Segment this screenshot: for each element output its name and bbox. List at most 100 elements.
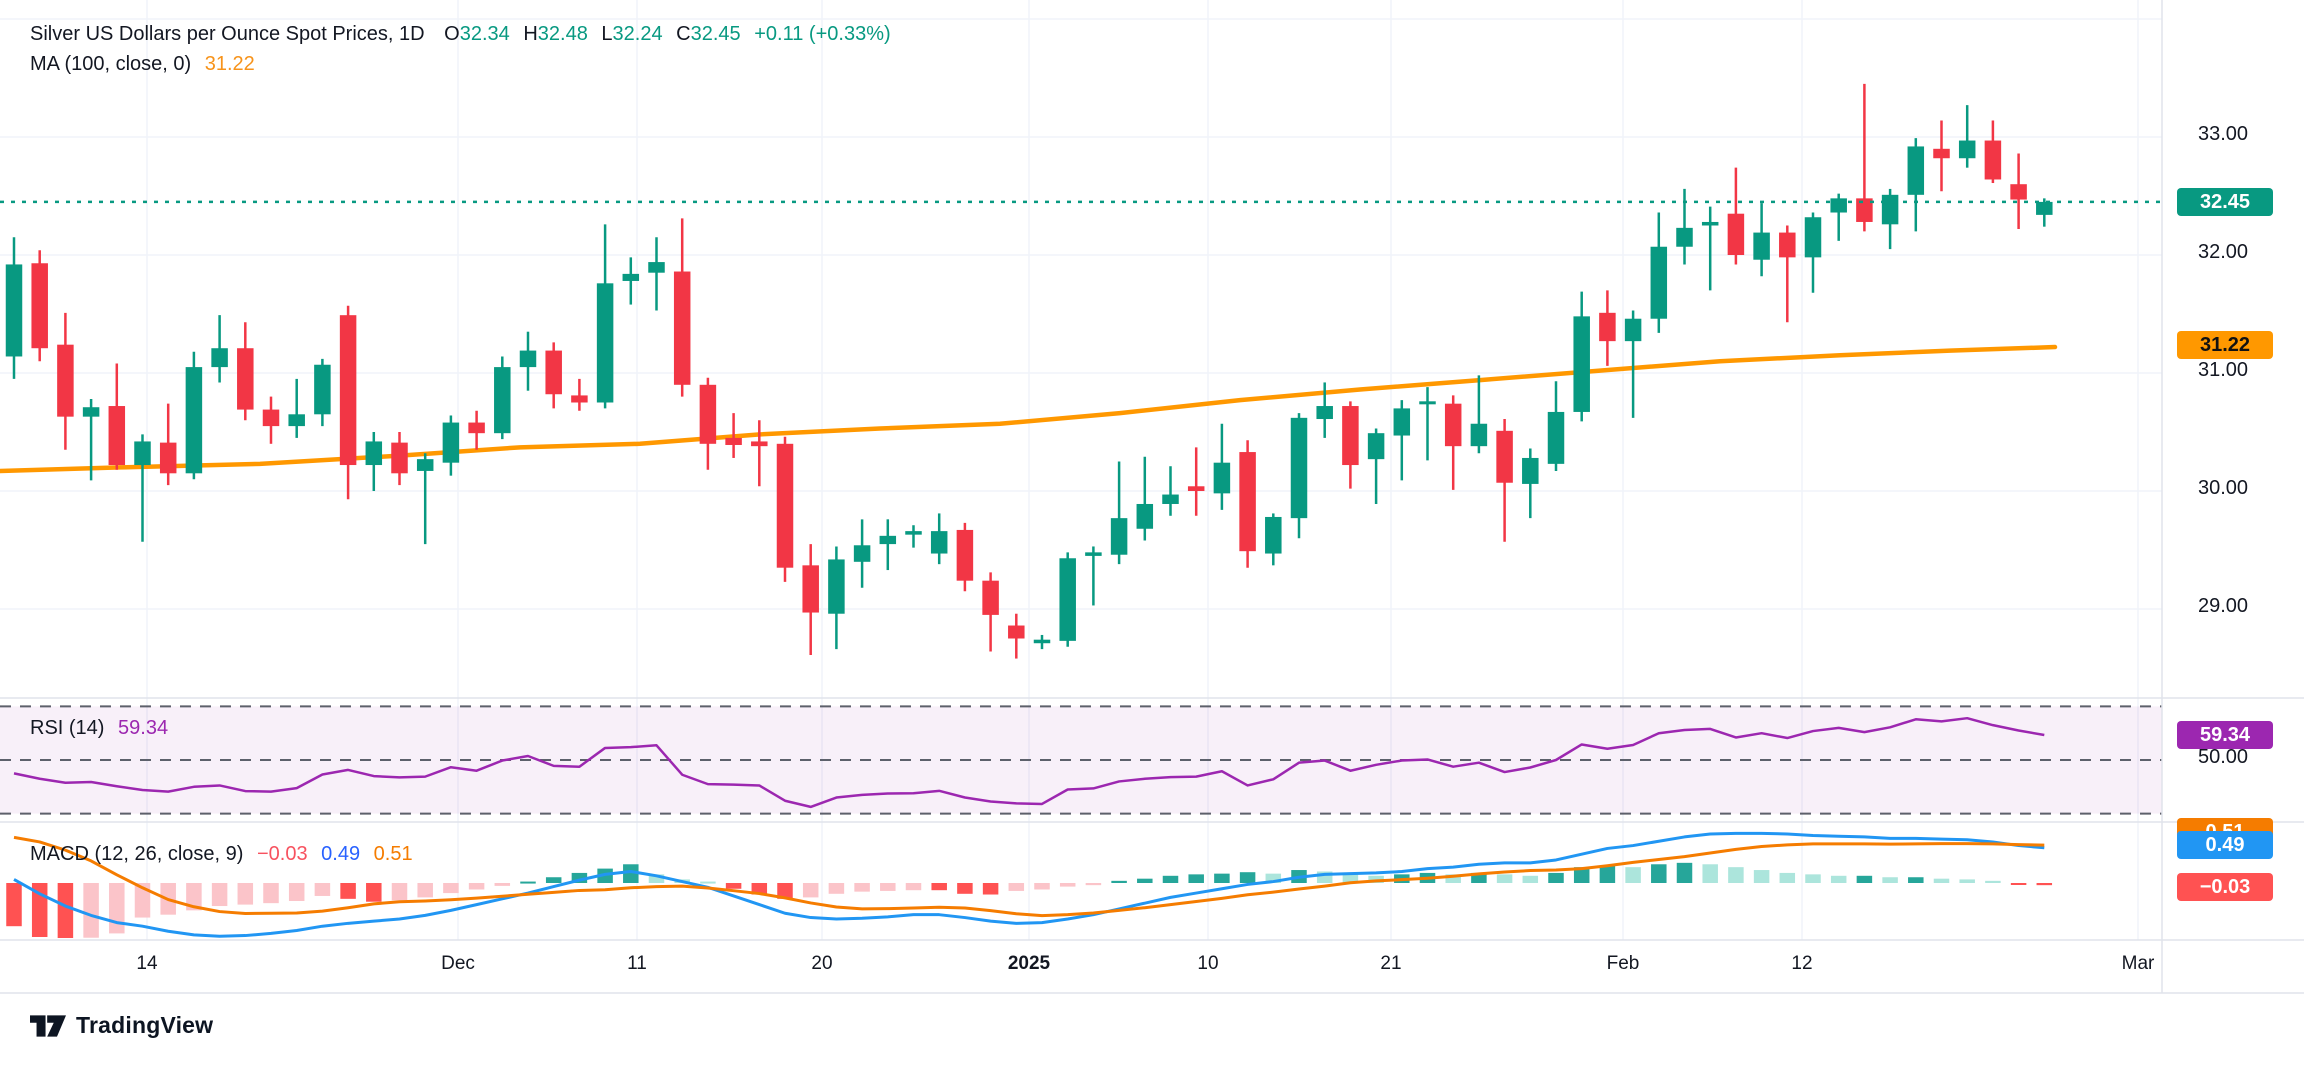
candle-body [82, 407, 100, 417]
candle-body [1830, 198, 1847, 213]
ma-100-line [0, 344, 2058, 474]
macd-hist-bar [1342, 874, 1359, 883]
macd-hist-bar [1753, 870, 1770, 883]
candle-body [185, 367, 203, 474]
candle-body [1290, 417, 1308, 519]
candle-body [828, 559, 845, 614]
candle-body [1701, 221, 1719, 226]
price-axis[interactable]: 33.00 32.00 31.00 30.00 29.00 50.00 32.45 31.22… [2163, 0, 2304, 993]
candle-body [468, 422, 485, 434]
change-value: +0.11 (+0.33%) [754, 23, 891, 45]
rsi-value: 59.34 [118, 717, 169, 739]
candle-body [1213, 462, 1231, 494]
time-axis[interactable]: 14 Dec 11 20 2025 10 21 Feb 12 Mar [0, 940, 2304, 993]
candle-body [1136, 503, 1154, 529]
candle-body [648, 262, 665, 273]
ohlc-low-value: 32.24 [612, 23, 663, 45]
macd-hist-bar [186, 883, 202, 911]
macd-hist-bar [443, 883, 459, 894]
macd-hist-bar [957, 883, 973, 894]
macd-hist-bar [211, 883, 228, 907]
candle-body [982, 580, 999, 615]
candle-body [1547, 411, 1565, 464]
candle-body [1265, 516, 1282, 554]
candle-body [1804, 217, 1822, 258]
candle-body [1187, 486, 1205, 491]
time-axis-label: Mar [2121, 953, 2155, 974]
macd-hist-bar [623, 864, 639, 883]
price-axis-badge: 31.22 [2177, 331, 2273, 359]
rsi-line [13, 716, 2045, 809]
macd-hist-bar [83, 883, 99, 938]
price-axis-label: 31.00 [2197, 359, 2249, 381]
candle-body [1316, 406, 1333, 420]
candle-body [314, 364, 331, 415]
macd-hist-bar [1265, 873, 1282, 883]
macd-hist-bar [1830, 875, 1847, 883]
time-axis-label: 12 [1791, 953, 1813, 974]
ohlc-high-value: 32.48 [537, 23, 588, 45]
tradingview-logo-link[interactable]: TradingView [30, 1012, 213, 1039]
macd-hist-bar [391, 883, 408, 901]
macd-hist-bar [777, 883, 793, 899]
macd-hist-bar [494, 883, 511, 886]
candle-body [1342, 406, 1359, 466]
candle-body [622, 273, 640, 281]
candle-body [1727, 213, 1745, 255]
macd-hist-bar [1008, 883, 1025, 891]
candle-body [1753, 232, 1770, 260]
candle-body [1110, 518, 1128, 555]
macd-hist-bar [648, 874, 665, 883]
candle-body [751, 441, 768, 447]
macd-hist-bar [1805, 874, 1821, 883]
candle-body [1033, 639, 1051, 644]
ohlc-close-label: C [676, 23, 691, 45]
time-axis-label: 11 [627, 953, 647, 974]
macd-hist-bar [1702, 864, 1718, 883]
macd-hist-bar [1496, 874, 1513, 883]
candle-body [725, 437, 742, 445]
macd-hist-bar [314, 883, 331, 896]
rsi-legend-row[interactable]: RSI (14) 59.34 [30, 714, 168, 742]
macd-hist-bar [263, 883, 279, 904]
candle-body [1599, 312, 1616, 342]
macd-hist-bar [931, 883, 947, 891]
candle-body [1676, 227, 1693, 247]
macd-hist-value: −0.03 [256, 843, 308, 865]
macd-hist-bar [1034, 883, 1050, 890]
candle-body [108, 406, 126, 466]
candle-body [237, 348, 254, 410]
macd-hist-bar [1214, 873, 1230, 883]
macd-hist-bar [1573, 867, 1590, 883]
macd-hist-bar [2036, 883, 2053, 886]
time-axis-label: 10 [1197, 953, 1219, 974]
candle-body [1393, 408, 1411, 436]
price-axis-label: 30.00 [2197, 477, 2249, 499]
price-axis-badge: −0.03 [2177, 873, 2273, 901]
macd-hist-bar [57, 883, 74, 938]
candle-body [1470, 423, 1488, 447]
candle-body [571, 395, 588, 403]
macd-hist-bar [854, 883, 870, 892]
macd-hist-bar [288, 883, 305, 901]
candle-body [930, 531, 948, 554]
time-axis-label: 21 [1380, 953, 1402, 974]
macd-hist-bar [571, 872, 588, 883]
macd-hist-bar [1085, 883, 1102, 886]
macd-hist-bar [1882, 877, 1898, 883]
macd-hist-bar [1908, 877, 1924, 883]
candle-body [956, 529, 974, 581]
macd-hist-bar [1676, 862, 1693, 883]
ohlc-high-label: H [523, 23, 538, 45]
macd-hist-bar [1445, 874, 1461, 883]
candle-body [545, 350, 562, 395]
symbol-legend-row[interactable]: Silver US Dollars per Ounce Spot Prices,… [30, 20, 891, 48]
candle-body [262, 409, 280, 427]
macd-legend-row[interactable]: MACD (12, 26, close, 9) −0.03 0.49 0.51 [30, 840, 413, 868]
candle-body [1624, 318, 1642, 342]
price-axis-label: 33.00 [2197, 123, 2249, 145]
ma-legend-row[interactable]: MA (100, close, 0) 31.22 [30, 50, 255, 78]
macd-signal-value: 0.51 [373, 843, 413, 865]
